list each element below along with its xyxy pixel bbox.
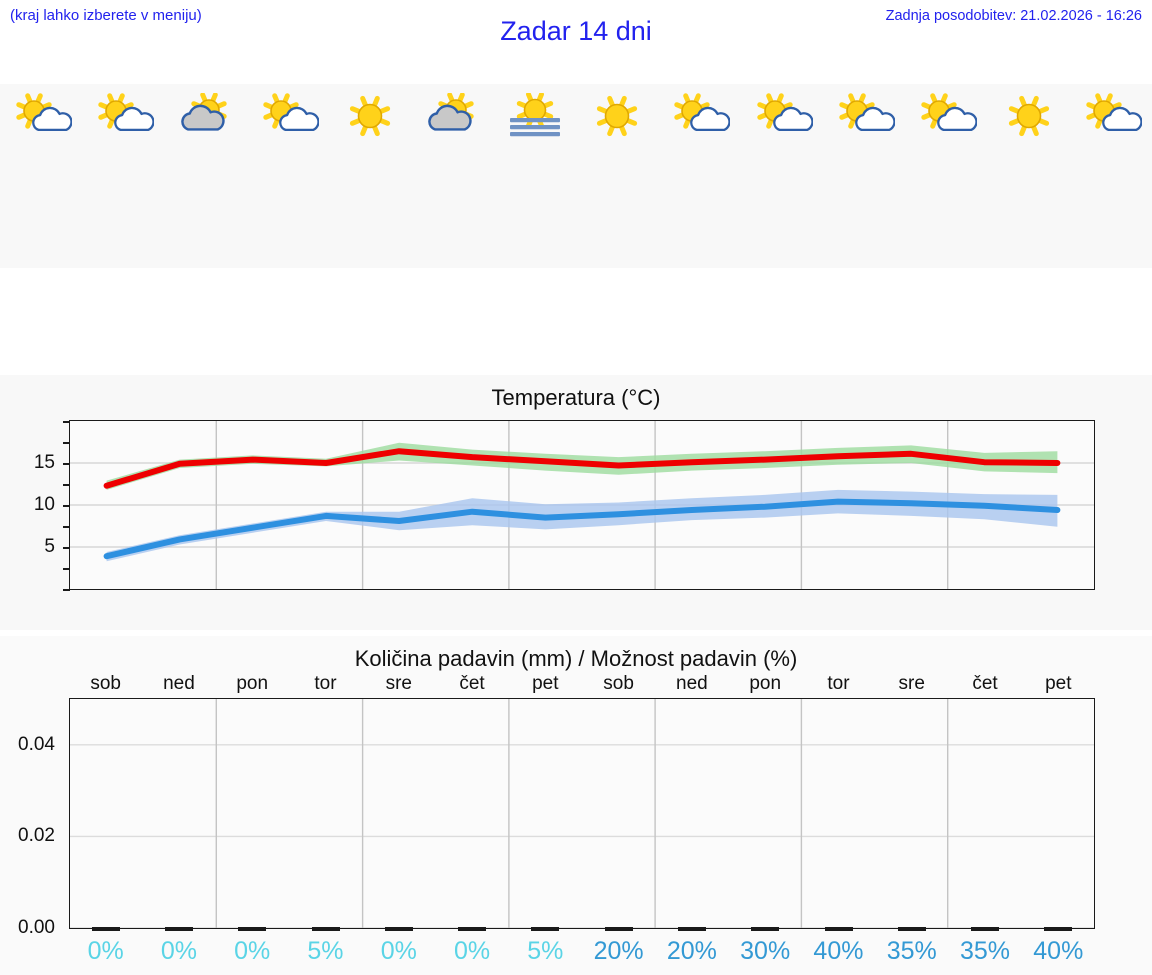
precipitation-probability-value: 30% (740, 937, 791, 965)
y-axis-tick-label: 0.04 (18, 733, 55, 755)
precipitation-day-label: ned (676, 673, 708, 694)
temperature-plot-svg (70, 421, 1094, 589)
precipitation-day-label: sre (385, 673, 412, 694)
temperature-y-axis: 5 10 15 (0, 420, 63, 590)
page-title: Zadar 14 dni (500, 16, 652, 46)
precipitation-probability-value: 5% (527, 937, 564, 965)
temperature-chart-title: Temperatura (°C) (491, 385, 661, 410)
precipitation-probability-value: 0% (160, 937, 197, 965)
day-column (658, 84, 740, 268)
sun-icon (333, 91, 407, 141)
day-column (329, 84, 411, 268)
sun-cloud-icon (86, 91, 160, 141)
precipitation-day-label: pet (1045, 673, 1072, 694)
precipitation-probability-value: 0% (87, 937, 124, 965)
sun-icon (580, 91, 654, 141)
y-axis-tick-label: 0.02 (18, 825, 55, 847)
sun-cloud-icon (4, 91, 78, 141)
precipitation-axis-ticks (69, 927, 1095, 934)
day-column (247, 84, 329, 268)
precipitation-probability-value: 40% (1033, 937, 1084, 965)
last-update-label: Zadnja posodobitev: 21.02.2026 - 16:26 (885, 8, 1142, 24)
precipitation-day-labels: sob ned pon tor sre čet pet sob ned pon tor sre čet p… (69, 672, 1095, 696)
day-column (741, 84, 823, 268)
precipitation-probability-value: 0% (453, 937, 491, 965)
precipitation-probability-value: 0% (380, 937, 417, 965)
y-axis-tick-label: 15 (33, 452, 55, 473)
sun-cloud-icon (1074, 91, 1148, 141)
precipitation-plot-area (69, 698, 1095, 929)
precipitation-probability-value: 40% (813, 937, 864, 965)
precipitation-chart-title: Količina padavin (mm) / Možnost padavin … (354, 646, 798, 671)
day-column (905, 84, 987, 268)
sun-icon (992, 91, 1066, 141)
temperature-plot-area (69, 420, 1095, 590)
precipitation-day-label: čet (972, 673, 998, 694)
precipitation-day-label: čet (459, 673, 485, 694)
sun-cloud-icon (827, 91, 901, 141)
precipitation-y-axis: 0.00 0.02 0.04 (0, 698, 63, 938)
daily-forecast-strip (0, 84, 1152, 268)
precipitation-day-label: sob (603, 673, 634, 694)
precipitation-day-label: pon (749, 673, 782, 694)
precipitation-day-label: tor (314, 673, 337, 694)
precipitation-chart-section: Količina padavin (mm) / Možnost padavin … (0, 636, 1152, 975)
precipitation-plot-svg (70, 699, 1094, 928)
temperature-axis-ticks (63, 420, 70, 591)
precipitation-day-label: sre (898, 673, 925, 694)
sun-cloud-icon (745, 91, 819, 141)
day-column (0, 84, 82, 268)
location-menu-note: (kraj lahko izberete v meniju) (10, 7, 202, 24)
precipitation-day-label: sob (90, 673, 121, 694)
day-column (494, 84, 576, 268)
sun-fog-icon (498, 91, 572, 141)
precipitation-probability-value: 35% (886, 937, 937, 965)
sun-greycloud-icon (416, 91, 490, 141)
precipitation-probability-value: 0% (234, 937, 271, 965)
precipitation-probability-value: 20% (666, 937, 717, 965)
precipitation-day-label: pet (532, 673, 559, 694)
precipitation-probability-strip: 0% 0% 0% 5% 0% 0% 5% 20% 20% 30% 40% 35% 35% 40% (69, 933, 1095, 973)
precipitation-day-label: pon (236, 673, 269, 694)
sun-cloud-icon (909, 91, 983, 141)
precipitation-probability-value: 35% (959, 937, 1011, 965)
y-axis-tick-label: 10 (33, 494, 55, 515)
precipitation-probability-value: 20% (593, 937, 644, 965)
day-column (1070, 84, 1152, 268)
precipitation-day-label: ned (163, 673, 195, 694)
day-column (576, 84, 658, 268)
precipitation-day-label: tor (827, 673, 850, 694)
day-column (165, 84, 247, 268)
day-column (987, 84, 1069, 268)
day-column (823, 84, 905, 268)
sun-cloud-icon (251, 91, 325, 141)
precipitation-probability-value: 5% (307, 937, 344, 965)
sun-cloud-icon (662, 91, 736, 141)
day-column (411, 84, 493, 268)
y-axis-tick-label: 0.00 (18, 917, 55, 938)
day-column (82, 84, 164, 268)
sun-greycloud-icon (169, 91, 243, 141)
y-axis-tick-label: 5 (44, 536, 55, 557)
